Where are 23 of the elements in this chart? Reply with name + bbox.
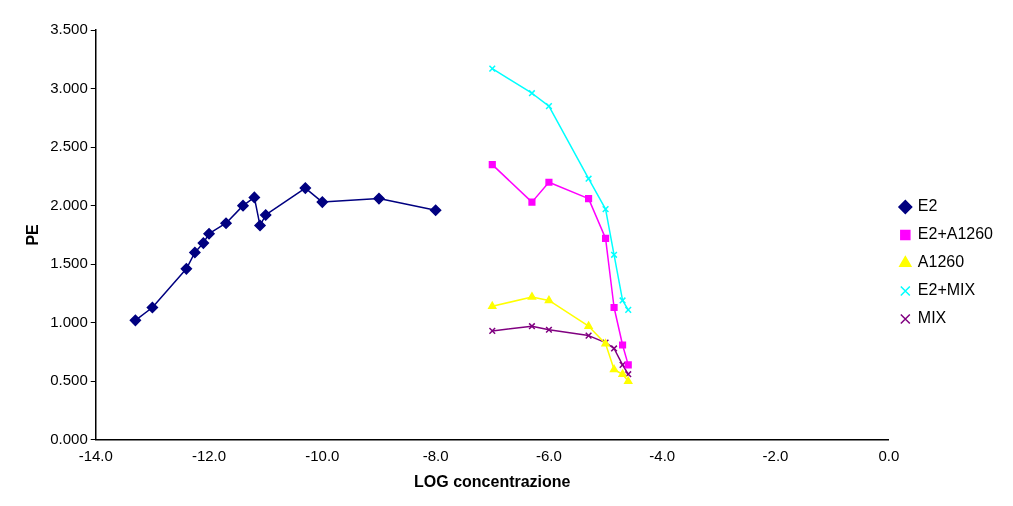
legend-label: E2+A1260 [917, 225, 994, 243]
y-axis-title: PE [24, 223, 42, 246]
x-tick-label: -6.0 [536, 446, 562, 464]
x-tick-label: -2.0 [762, 446, 789, 464]
y-tick-label: 0.500 [50, 371, 88, 389]
legend-label: E2 [917, 197, 938, 215]
x-tick-label: -12.0 [191, 446, 227, 464]
x-tick-label: -4.0 [649, 446, 676, 464]
y-tick-label: 2.500 [50, 137, 88, 155]
y-tick-label: 3.500 [50, 20, 88, 38]
x-tick-label: -14.0 [78, 446, 113, 464]
y-tick-label: 3.000 [50, 78, 88, 96]
y-tick-label: 1.000 [50, 312, 88, 330]
y-tick-label: 0.000 [50, 429, 88, 447]
y-tick-label: 1.500 [50, 254, 88, 272]
x-tick-label: -10.0 [305, 446, 340, 464]
legend-label: MIX [917, 309, 947, 327]
y-tick-label: 2.000 [50, 195, 88, 213]
legend-label: E2+MIX [917, 281, 976, 299]
x-tick-label: -8.0 [422, 446, 449, 464]
legend-label: A1260 [917, 253, 965, 271]
x-tick-label: 0.0 [878, 446, 900, 464]
x-axis-title: LOG concentrazione [414, 472, 571, 490]
